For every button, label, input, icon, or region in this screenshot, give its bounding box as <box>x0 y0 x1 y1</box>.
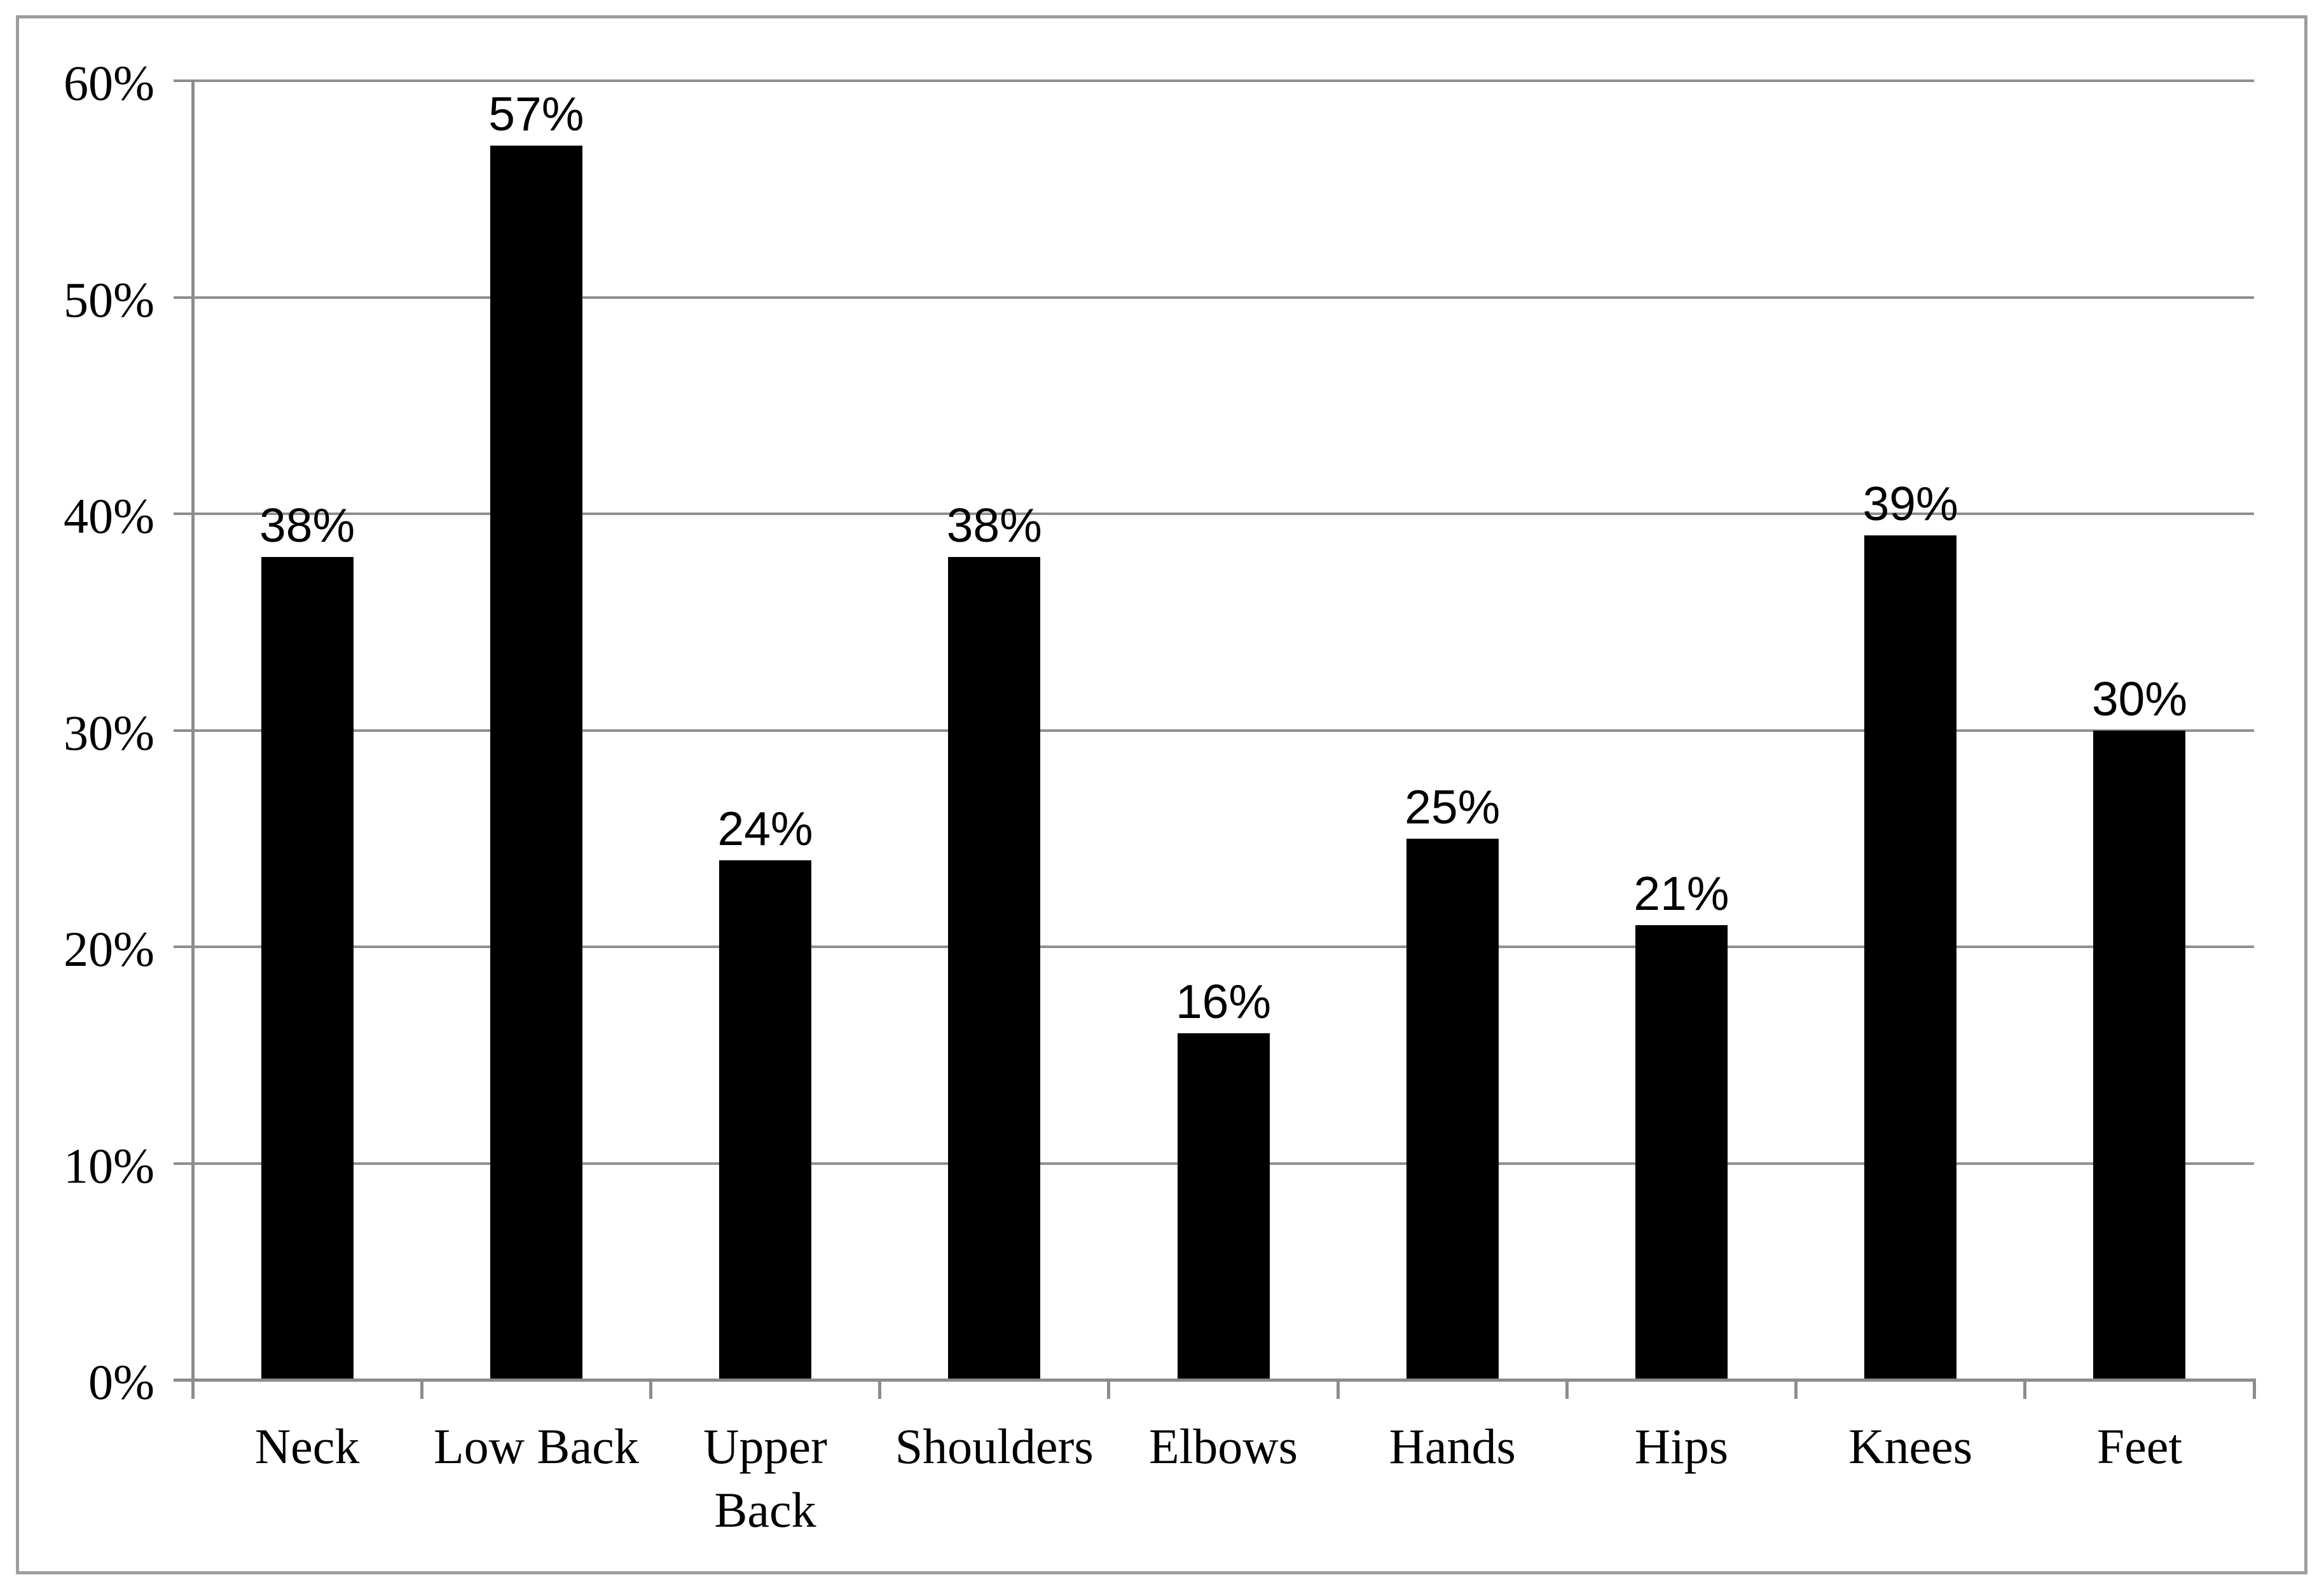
gridline-20 <box>193 946 2254 948</box>
y-axis-tick-20 <box>174 946 193 948</box>
bar-upper-back <box>719 860 812 1380</box>
chart-frame: 0% 10% 20% 30% 40% 50% 60% 38% Neck 57% Low Back 24… <box>16 15 2307 1574</box>
bar-knees <box>1864 535 1957 1380</box>
y-axis-tick-50 <box>174 296 193 299</box>
gridline-60 <box>193 79 2254 82</box>
y-tick-label-60: 60% <box>64 55 155 111</box>
x-axis-tick-1 <box>420 1379 423 1399</box>
y-tick-label-10: 10% <box>64 1138 155 1193</box>
bar-neck <box>261 557 354 1380</box>
y-tick-label-0: 0% <box>88 1354 155 1410</box>
x-axis-tick-6 <box>1565 1379 1569 1399</box>
x-axis-tick-9 <box>2252 1379 2256 1399</box>
category-label-upper-back: Upper Back <box>703 1419 828 1537</box>
x-axis-tick-4 <box>1107 1379 1111 1399</box>
x-axis-tick-3 <box>878 1379 882 1399</box>
bar-shoulders <box>948 557 1041 1380</box>
y-tick-label-20: 20% <box>64 921 155 977</box>
gridline-50 <box>193 296 2254 299</box>
y-axis-tick-30 <box>174 729 193 732</box>
value-label-neck: 38% <box>259 499 355 553</box>
x-axis-tick-8 <box>2023 1379 2027 1399</box>
y-tick-label-40: 40% <box>64 488 155 544</box>
x-axis-line <box>174 1379 2254 1382</box>
bar-hands <box>1406 838 1499 1380</box>
plot-area: 0% 10% 20% 30% 40% 50% 60% 38% Neck 57% Low Back 24… <box>19 18 2304 1571</box>
bar-elbows <box>1177 1033 1270 1380</box>
bar-hips <box>1635 925 1728 1380</box>
value-label-knees: 39% <box>1862 477 1958 531</box>
value-label-elbows: 16% <box>1175 975 1272 1029</box>
bar-feet <box>2093 730 2186 1380</box>
y-axis-tick-10 <box>174 1162 193 1165</box>
value-label-low-back: 57% <box>488 87 584 141</box>
category-label-low-back: Low Back <box>433 1419 639 1474</box>
category-label-feet: Feet <box>2096 1419 2183 1474</box>
category-label-shoulders: Shoulders <box>895 1419 1094 1474</box>
value-label-upper-back: 24% <box>717 801 813 855</box>
category-label-hips: Hips <box>1634 1419 1729 1474</box>
y-axis-line <box>191 79 195 1399</box>
category-label-neck: Neck <box>254 1419 360 1474</box>
x-axis-tick-5 <box>1336 1379 1340 1399</box>
x-axis-tick-7 <box>1794 1379 1798 1399</box>
value-label-hips: 21% <box>1633 866 1729 920</box>
gridline-40 <box>193 512 2254 515</box>
y-tick-label-30: 30% <box>64 705 155 760</box>
value-label-hands: 25% <box>1405 780 1501 834</box>
category-label-knees: Knees <box>1848 1419 1973 1474</box>
category-label-hands: Hands <box>1389 1419 1516 1474</box>
y-axis-tick-60 <box>174 79 193 82</box>
y-axis-tick-40 <box>174 512 193 515</box>
bar-low-back <box>490 146 582 1380</box>
x-axis-tick-2 <box>649 1379 652 1399</box>
value-label-shoulders: 38% <box>946 499 1042 553</box>
y-tick-label-50: 50% <box>64 272 155 327</box>
gridline-30 <box>193 729 2254 732</box>
category-label-elbows: Elbows <box>1148 1419 1298 1474</box>
value-label-feet: 30% <box>2091 671 2187 726</box>
